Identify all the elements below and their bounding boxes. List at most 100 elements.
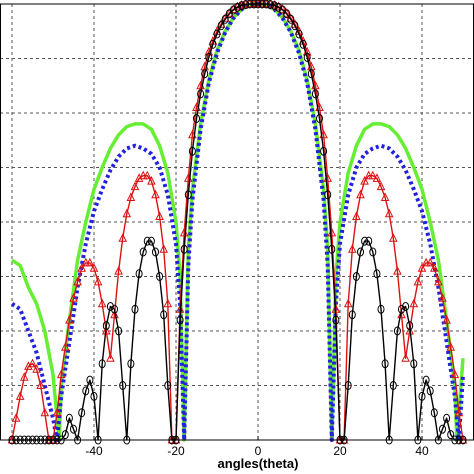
triangle-marker <box>438 293 447 302</box>
circle-marker <box>311 89 319 99</box>
circle-marker <box>447 430 455 440</box>
triangle-marker <box>450 369 460 379</box>
series-blue <box>10 2 465 442</box>
triangle-marker <box>380 192 390 201</box>
circle-marker <box>393 326 401 336</box>
triangle-marker <box>73 276 82 286</box>
circle-marker <box>381 359 389 369</box>
triangle-marker <box>77 263 87 272</box>
circle-marker <box>119 381 127 390</box>
triangle-marker <box>36 380 46 389</box>
circle-marker <box>78 408 86 418</box>
circle-marker <box>291 21 299 31</box>
triangle-marker <box>114 265 123 275</box>
circle-marker <box>402 302 410 311</box>
triangle-marker <box>151 189 160 199</box>
triangle-marker <box>52 407 62 417</box>
triangle-marker <box>32 364 41 373</box>
circle-marker <box>111 304 118 314</box>
triangle-marker <box>454 407 464 417</box>
triangle-marker <box>60 342 70 351</box>
circle-marker <box>369 247 377 257</box>
triangle-marker <box>397 309 406 319</box>
circle-marker <box>299 39 307 49</box>
triangle-marker <box>106 353 115 362</box>
circle-marker <box>180 244 188 254</box>
circle-marker <box>373 269 381 279</box>
circle-marker <box>221 14 229 24</box>
circle-marker <box>164 381 172 390</box>
circle-marker <box>152 247 159 257</box>
triangle-marker <box>122 208 132 218</box>
circle-marker <box>127 359 135 369</box>
circle-marker <box>65 413 73 423</box>
x-tick-label: -40 <box>85 444 103 458</box>
triangle-marker <box>442 314 451 324</box>
triangle-marker <box>147 175 156 185</box>
triangle-marker <box>347 244 357 253</box>
circle-marker <box>82 386 90 396</box>
triangle-marker <box>360 175 369 185</box>
circle-marker <box>283 9 291 19</box>
circle-marker <box>406 321 414 331</box>
circle-marker <box>106 302 114 311</box>
circle-marker <box>361 236 369 246</box>
circle-marker <box>115 326 123 336</box>
triangle-marker <box>15 391 25 400</box>
triangle-marker <box>110 309 119 319</box>
triangle-marker <box>343 298 353 308</box>
circle-marker <box>307 69 315 79</box>
circle-marker <box>135 269 143 279</box>
circle-marker <box>418 391 426 401</box>
triangle-marker <box>138 170 148 180</box>
triangle-marker <box>81 257 91 267</box>
x-tick-label: 0 <box>255 444 262 458</box>
circle-marker <box>410 359 418 369</box>
triangle-marker <box>352 211 361 220</box>
triangle-marker <box>421 257 431 267</box>
circle-marker <box>328 244 336 254</box>
x-tick-label: 40 <box>415 444 429 458</box>
triangle-marker <box>364 170 374 180</box>
circle-marker <box>102 321 110 331</box>
circle-marker <box>147 236 155 246</box>
triangle-marker <box>372 173 382 182</box>
circle-marker <box>156 272 164 281</box>
triangle-marker <box>28 358 37 368</box>
circle-marker <box>357 247 364 257</box>
triangle-marker <box>69 293 78 302</box>
triangle-marker <box>425 257 435 267</box>
triangle-marker <box>376 181 386 191</box>
series-blue-line <box>10 2 465 442</box>
circle-marker <box>90 391 98 401</box>
triangle-marker <box>409 298 419 308</box>
circle-marker <box>86 375 94 385</box>
triangle-marker <box>401 353 410 362</box>
triangle-marker <box>155 211 164 220</box>
triangle-marker <box>405 325 415 335</box>
triangle-marker <box>393 265 402 275</box>
triangle-marker <box>40 407 50 417</box>
circle-marker <box>193 114 200 123</box>
triangle-marker <box>142 170 152 180</box>
circle-marker <box>303 52 311 62</box>
triangle-marker <box>56 369 66 379</box>
triangle-marker <box>163 298 173 308</box>
triangle-marker <box>429 263 439 272</box>
circle-marker <box>348 310 356 320</box>
triangle-marker <box>97 298 107 308</box>
circle-marker <box>352 272 360 281</box>
x-tick-labels: -40 -20 0 20 40 <box>85 436 429 458</box>
triangle-marker <box>130 181 140 191</box>
circle-marker <box>139 247 147 257</box>
circle-marker <box>70 424 77 434</box>
triangle-marker <box>19 372 29 381</box>
triangle-marker <box>434 276 443 286</box>
triangle-marker <box>134 173 144 182</box>
triangle-marker <box>126 192 136 201</box>
circle-marker <box>332 315 340 325</box>
circle-marker <box>61 430 69 440</box>
circle-marker <box>229 5 237 15</box>
triangle-marker <box>417 263 427 272</box>
